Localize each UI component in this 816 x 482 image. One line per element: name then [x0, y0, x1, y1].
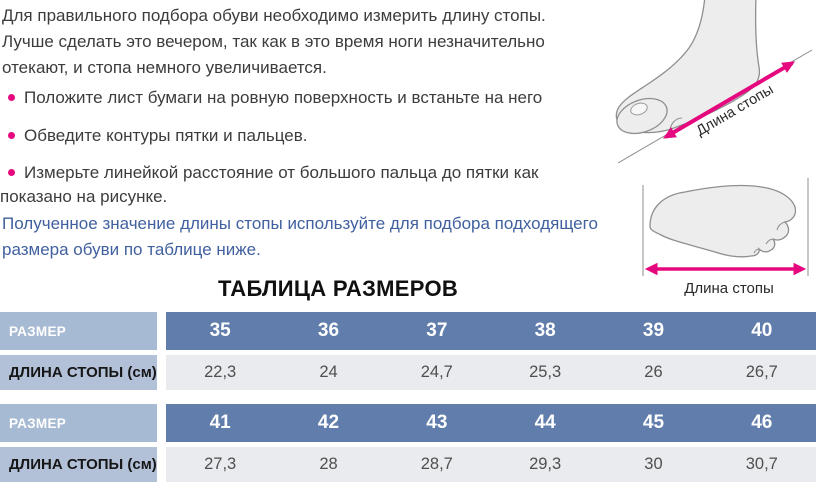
- foot-measure-diagram: Длина стопы: [615, 0, 813, 164]
- size-header-row: РАЗМЕР 41 42 43 44 45 46: [0, 404, 816, 442]
- step-text: Обведите контуры пятки и пальцев.: [24, 126, 308, 145]
- measure-arrow: [644, 262, 807, 276]
- foot-sole-diagram: Длина стопы: [642, 178, 809, 297]
- size-table-2: РАЗМЕР 41 42 43 44 45 46 ДЛИНА СТОПЫ (см…: [0, 404, 816, 482]
- length-cell: 30,7: [707, 447, 816, 482]
- size-chart-title: ТАБЛИЦА РАЗМЕРОВ: [217, 276, 459, 301]
- size-cell: 37: [382, 312, 491, 350]
- column-gap: [157, 447, 166, 482]
- bullet-dot-icon: [8, 168, 15, 176]
- intro-paragraph: Для правильного подбора обуви необходимо…: [2, 3, 546, 81]
- length-cell: 22,3: [166, 355, 275, 390]
- bullet-dot-icon: [8, 93, 15, 101]
- big-toe: [616, 97, 668, 135]
- size-cell: 43: [382, 404, 491, 442]
- measure-label: Длина стопы: [684, 280, 774, 297]
- step-text: Измерьте линейкой расстояние от большого…: [24, 163, 539, 182]
- note-line: Полученное значение длины стопы использу…: [2, 214, 598, 233]
- measure-arrow: [662, 61, 796, 139]
- step-text-continued: показано на рисунке.: [0, 187, 168, 206]
- sole-illustration: [649, 184, 797, 258]
- size-cell: 39: [599, 312, 708, 350]
- size-cell: 44: [490, 404, 600, 442]
- intro-line: Для правильного подбора обуви необходимо…: [2, 6, 546, 25]
- length-cell: 26: [599, 355, 708, 390]
- length-value-row: ДЛИНА СТОПЫ (см) 27,3 28 28,7 29,3 30 30…: [0, 447, 816, 482]
- length-cell: 28,7: [382, 447, 491, 482]
- length-cell: 28: [274, 447, 383, 482]
- size-header-row: РАЗМЕР 35 36 37 38 39 40: [0, 312, 816, 350]
- length-cell: 24: [274, 355, 383, 390]
- length-cell: 29,3: [490, 447, 600, 482]
- toe-separator: [753, 248, 760, 254]
- column-gap: [157, 404, 166, 442]
- column-gap: [157, 312, 166, 350]
- size-cell: 42: [274, 404, 383, 442]
- length-value-row: ДЛИНА СТОПЫ (см) 22,3 24 24,7 25,3 26 26…: [0, 355, 816, 390]
- toe-separator: [765, 238, 774, 245]
- step-item-1: Положите лист бумаги на ровную поверхнос…: [0, 86, 542, 110]
- size-cell: 38: [490, 312, 600, 350]
- step-item-2: Обведите контуры пятки и пальцев.: [0, 124, 308, 148]
- size-cell: 40: [707, 312, 816, 350]
- step-item-3: Измерьте линейкой расстояние от большого…: [0, 161, 538, 209]
- toenail: [630, 102, 648, 116]
- length-cell: 25,3: [490, 355, 600, 390]
- size-cell: 41: [166, 404, 275, 442]
- length-cell: 26,7: [707, 355, 816, 390]
- note-paragraph: Полученное значение длины стопы использу…: [2, 211, 598, 263]
- size-cell: 45: [599, 404, 708, 442]
- bullet-dot-icon: [8, 131, 15, 139]
- length-cell: 30: [599, 447, 708, 482]
- length-row-header: ДЛИНА СТОПЫ (см): [0, 447, 157, 482]
- note-line: размера обуви по таблице ниже.: [2, 240, 261, 259]
- intro-line: Лучше сделать это вечером, так как в это…: [2, 32, 545, 51]
- length-cell: 24,7: [382, 355, 491, 390]
- size-table-1: РАЗМЕР 35 36 37 38 39 40 ДЛИНА СТОПЫ (см…: [0, 312, 816, 390]
- size-cell: 35: [166, 312, 275, 350]
- size-row-header: РАЗМЕР: [0, 404, 157, 442]
- length-cell: 27,3: [166, 447, 275, 482]
- toe-separator: [776, 221, 786, 231]
- length-row-header: ДЛИНА СТОПЫ (см): [0, 355, 157, 390]
- intro-line: отекают, и стопа немного увеличивается.: [2, 58, 327, 77]
- size-cell: 36: [274, 312, 383, 350]
- column-gap: [157, 355, 166, 390]
- size-row-header: РАЗМЕР: [0, 312, 157, 350]
- size-cell: 46: [707, 404, 816, 442]
- step-text: Положите лист бумаги на ровную поверхнос…: [24, 88, 543, 107]
